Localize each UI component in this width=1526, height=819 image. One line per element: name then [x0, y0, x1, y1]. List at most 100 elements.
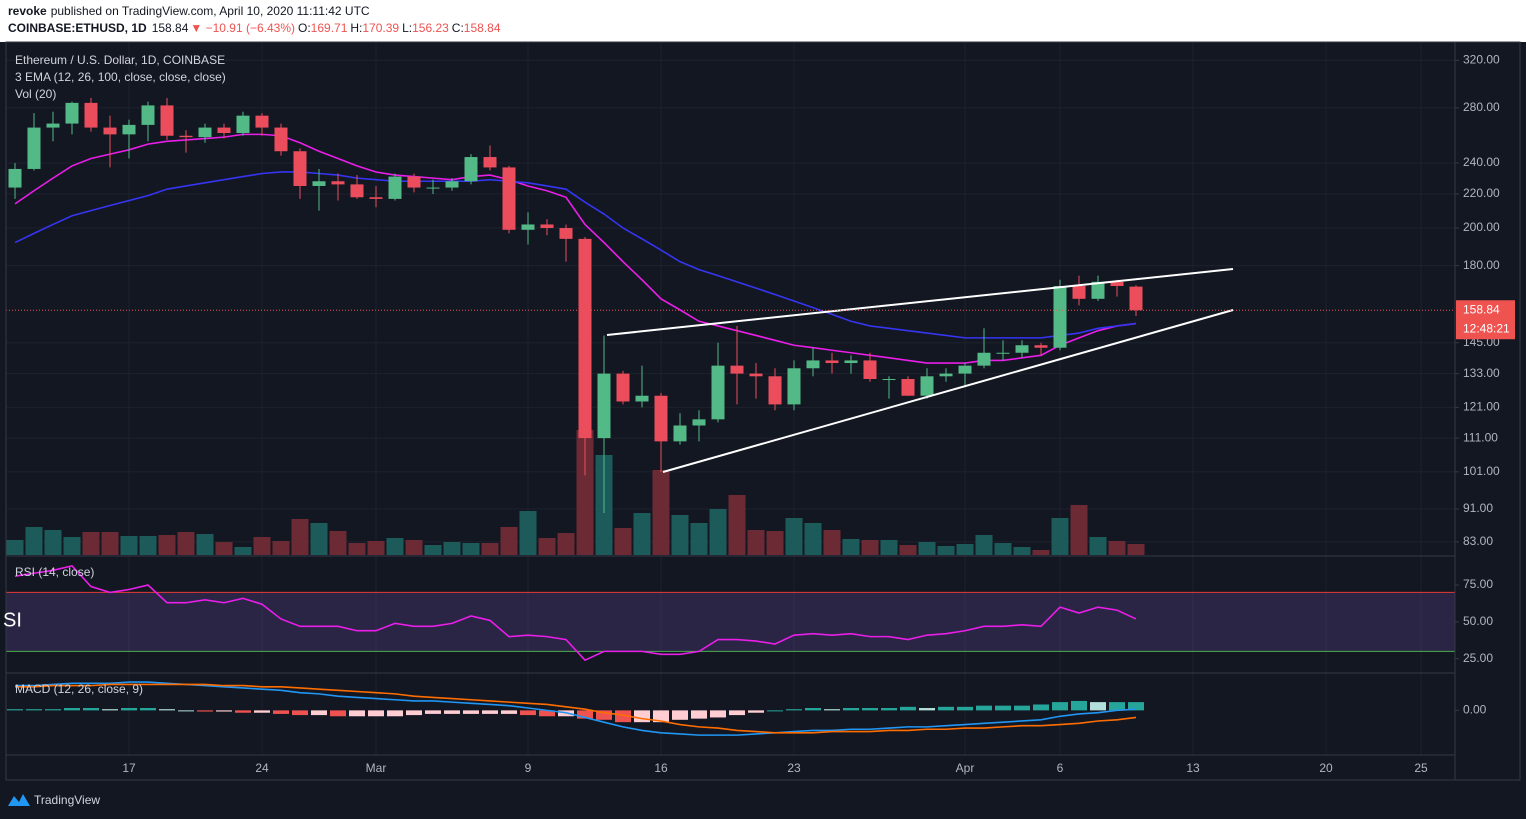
candle-body	[236, 115, 250, 134]
histogram-bar	[1033, 704, 1049, 711]
histogram-bar	[368, 710, 384, 717]
volume-bar	[6, 540, 24, 555]
y-tick-label: 0.00	[1463, 703, 1487, 717]
y-tick-label: 180.00	[1463, 258, 1500, 272]
histogram-bar	[824, 709, 840, 711]
histogram-bar	[121, 708, 137, 711]
volume-bar	[1051, 518, 1069, 555]
ema-line	[14, 133, 1137, 364]
histogram-bar	[938, 706, 954, 711]
candle-body	[1072, 286, 1086, 299]
histogram-bar	[463, 710, 479, 714]
brand: TradingView	[34, 793, 100, 807]
candle-body	[1110, 281, 1124, 287]
volume-bar	[386, 538, 404, 555]
volume-bar	[861, 540, 879, 555]
volume-bar	[462, 543, 480, 555]
volume-bar	[291, 519, 309, 555]
candle-body	[46, 123, 60, 128]
candle-body	[464, 157, 478, 182]
candle-body	[654, 395, 668, 442]
volume-bar	[994, 543, 1012, 555]
volume-bar	[728, 495, 746, 555]
volume-bar	[196, 534, 214, 555]
histogram-bar	[805, 708, 821, 711]
volume-bar	[481, 543, 499, 555]
rsi-band	[6, 592, 1455, 652]
candle-body	[160, 105, 174, 136]
volume-bar	[519, 511, 537, 555]
volume-bar	[215, 542, 233, 555]
volume-bar	[82, 532, 100, 555]
candle-body	[749, 373, 763, 377]
volume-bar	[899, 545, 917, 555]
close-value: 158.84	[464, 21, 501, 35]
countdown: 12:48:21	[1463, 321, 1510, 335]
y-tick-label: 101.00	[1463, 464, 1500, 478]
candle-body	[635, 395, 649, 402]
volume-bar	[557, 533, 575, 555]
volume-bar	[63, 537, 81, 555]
candle-body	[1053, 286, 1067, 348]
candle-body	[901, 379, 915, 396]
histogram-bar	[862, 708, 878, 711]
candle-body	[122, 124, 136, 135]
candle-body	[426, 187, 440, 189]
volume-bar	[652, 470, 670, 555]
y-tick-label: 240.00	[1463, 155, 1500, 169]
volume-bar	[538, 538, 556, 555]
x-tick-label: 25	[1414, 761, 1428, 775]
candle-body	[863, 360, 877, 380]
candle-body	[673, 425, 687, 442]
volume-bar	[310, 523, 328, 555]
candle-body	[65, 102, 79, 124]
volume-bar	[937, 546, 955, 555]
histogram-bar	[672, 710, 688, 720]
histogram-bar	[729, 710, 745, 716]
candle-body	[711, 365, 725, 420]
histogram-bar	[957, 706, 973, 711]
volume-bar	[158, 535, 176, 555]
histogram-bar	[881, 708, 897, 711]
candle-body	[293, 151, 307, 186]
y-tick-label: 83.00	[1463, 534, 1493, 548]
histogram-bar	[7, 709, 23, 711]
x-tick-label: 24	[255, 761, 269, 775]
histogram-bar	[330, 710, 346, 717]
histogram-bar	[254, 710, 270, 713]
candle-body	[198, 127, 212, 138]
candle-body	[179, 135, 193, 138]
histogram-bar	[178, 710, 194, 712]
y-tick-label: 220.00	[1463, 186, 1500, 200]
volume-bar	[671, 515, 689, 555]
histogram-bar	[235, 710, 251, 713]
histogram-bar	[710, 710, 726, 718]
open-label: O:	[298, 21, 311, 35]
candle-body	[103, 127, 117, 135]
histogram-bar	[444, 710, 460, 714]
change: ▼ −10.91 (−6.43%)	[190, 21, 295, 35]
volume-bar	[44, 530, 62, 555]
macd-line	[15, 683, 1137, 734]
x-tick-label: 23	[787, 761, 801, 775]
y-tick-label: 200.00	[1463, 220, 1500, 234]
candle-body	[616, 373, 630, 402]
histogram-bar	[273, 710, 289, 714]
histogram-bar	[615, 710, 631, 723]
x-tick-label: 9	[525, 761, 532, 775]
candle-body	[407, 176, 421, 188]
histogram-bar	[406, 710, 422, 716]
candle-body	[958, 365, 972, 374]
volume-bar	[500, 527, 518, 555]
histogram-bar	[292, 710, 308, 716]
candle-body	[597, 373, 611, 439]
volume-bar	[1127, 544, 1145, 555]
candle-body	[521, 224, 535, 230]
candle-body	[8, 168, 22, 188]
published: published on TradingView.com, April 10, …	[51, 4, 370, 18]
low-value: 156.23	[412, 21, 449, 35]
volume-bar	[424, 545, 442, 555]
watermark: SI	[3, 609, 22, 631]
candle-body	[806, 360, 820, 369]
x-tick-label: 17	[122, 761, 136, 775]
